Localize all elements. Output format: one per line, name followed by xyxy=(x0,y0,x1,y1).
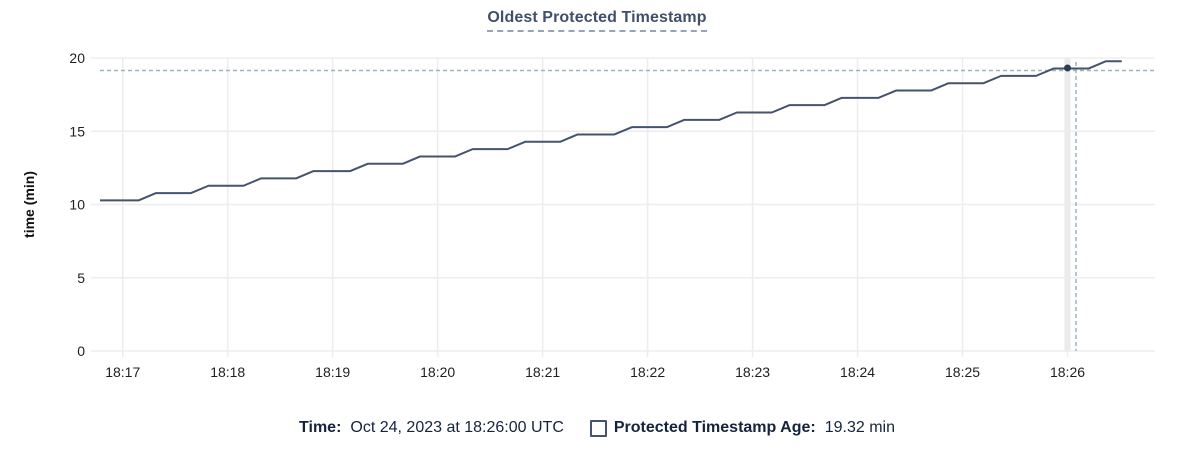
x-tick-label: 18:18 xyxy=(210,364,245,380)
x-tick-label: 18:23 xyxy=(735,364,770,380)
y-axis-title: time (min) xyxy=(21,171,37,238)
x-tick-label: 18:21 xyxy=(525,364,560,380)
x-tick-label: 18:24 xyxy=(840,364,875,380)
legend-time-value: Oct 24, 2023 at 18:26:00 UTC xyxy=(350,419,564,436)
y-tick-label: 0 xyxy=(77,343,85,359)
x-tick-label: 18:17 xyxy=(105,364,140,380)
hover-legend: Time: Oct 24, 2023 at 18:26:00 UTC Prote… xyxy=(0,419,1194,437)
series-checkbox-icon[interactable] xyxy=(589,419,607,437)
line-chart[interactable]: 18:17 18:18 18:19 18:20 18:21 18:22 18:23 18:24… xyxy=(0,0,1194,400)
legend-time-label: Time: xyxy=(299,419,342,436)
x-tick-label: 18:22 xyxy=(630,364,665,380)
x-tick-label: 18:20 xyxy=(420,364,455,380)
series-line[interactable] xyxy=(100,60,1122,202)
legend-time-item: Time: Oct 24, 2023 at 18:26:00 UTC xyxy=(299,419,564,437)
y-tick-label: 20 xyxy=(69,50,85,66)
x-tick-label: 18:25 xyxy=(945,364,980,380)
x-tick-label: 18:19 xyxy=(315,364,350,380)
y-tick-label: 5 xyxy=(77,270,85,286)
legend-series-item[interactable]: Protected Timestamp Age: 19.32 min xyxy=(589,419,895,437)
hover-dot xyxy=(1064,64,1072,72)
x-tick-label: 18:26 xyxy=(1050,364,1085,380)
chart-title[interactable]: Oldest Protected Timestamp xyxy=(487,9,707,32)
chart-title-row: Oldest Protected Timestamp xyxy=(0,9,1194,32)
y-tick-label: 15 xyxy=(69,123,85,139)
legend-series-value: 19.32 min xyxy=(824,419,895,436)
legend-series-label: Protected Timestamp Age: xyxy=(613,419,816,436)
y-tick-label: 10 xyxy=(69,197,85,213)
